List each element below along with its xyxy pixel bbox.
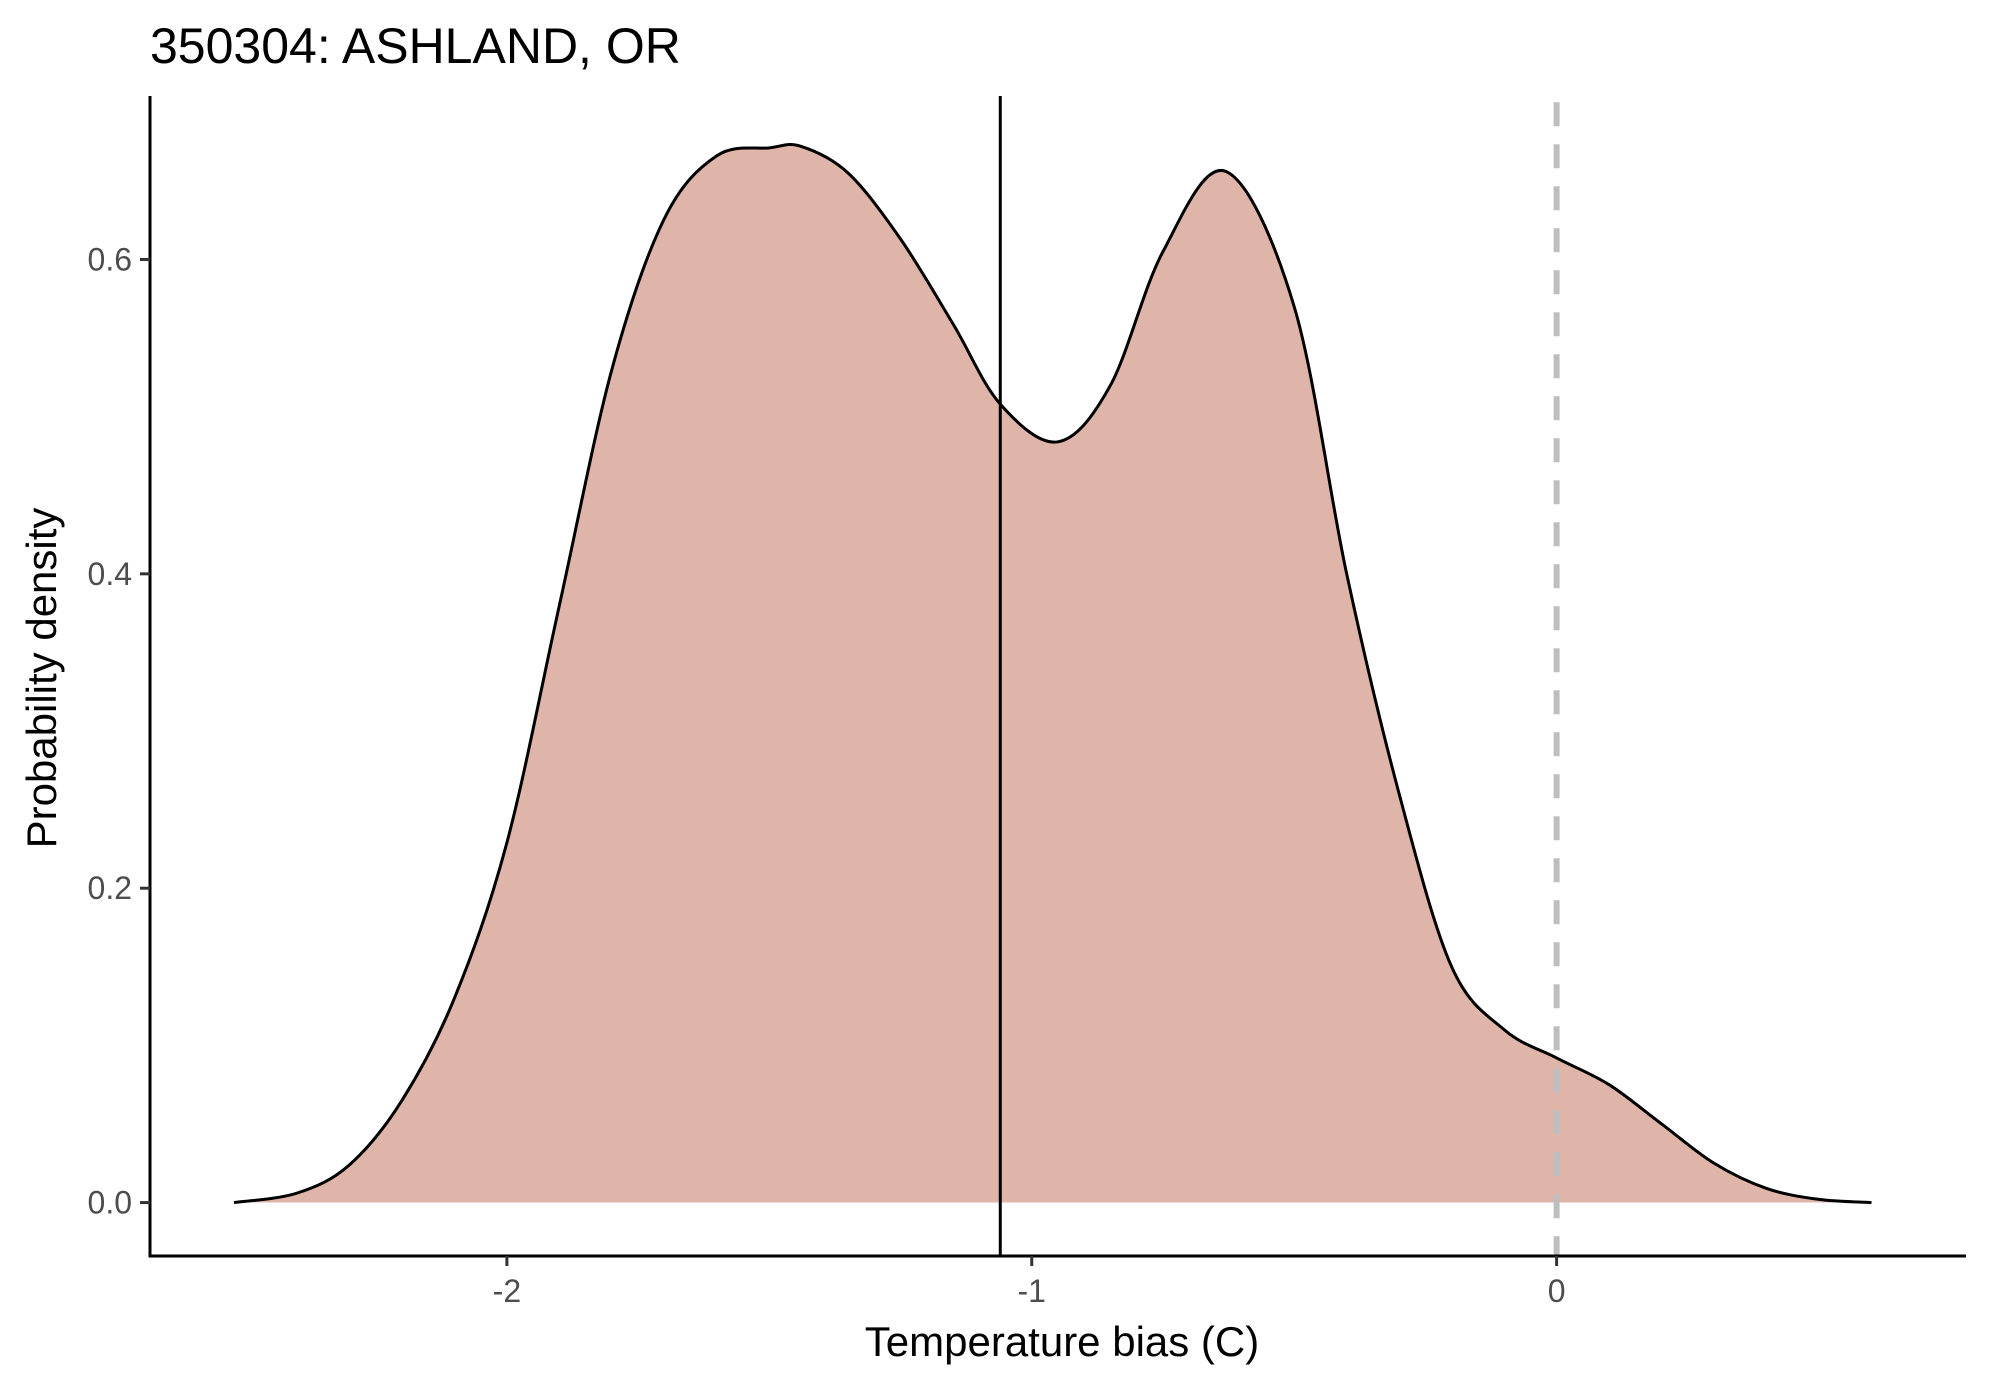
y-tick-label: 0.0 (88, 1185, 132, 1221)
y-axis-ticks: 0.0 0.2 0.4 0.6 (88, 241, 150, 1221)
density-area (233, 144, 1872, 1203)
y-tick-label: 0.4 (88, 556, 132, 592)
x-axis-title: Temperature bias (C) (865, 1318, 1259, 1365)
plot-area (233, 96, 1872, 1256)
x-tick-label: 0 (1548, 1273, 1566, 1309)
chart-title: 350304: ASHLAND, OR (150, 18, 681, 74)
x-axis-ticks: -2 -1 0 (493, 1256, 1566, 1309)
x-tick-label: -1 (1018, 1273, 1046, 1309)
y-tick-label: 0.2 (88, 870, 132, 906)
x-tick-label: -2 (493, 1273, 521, 1309)
y-axis-title: Probability density (18, 508, 65, 849)
y-tick-label: 0.6 (88, 241, 132, 277)
density-curve (233, 143, 1872, 1205)
